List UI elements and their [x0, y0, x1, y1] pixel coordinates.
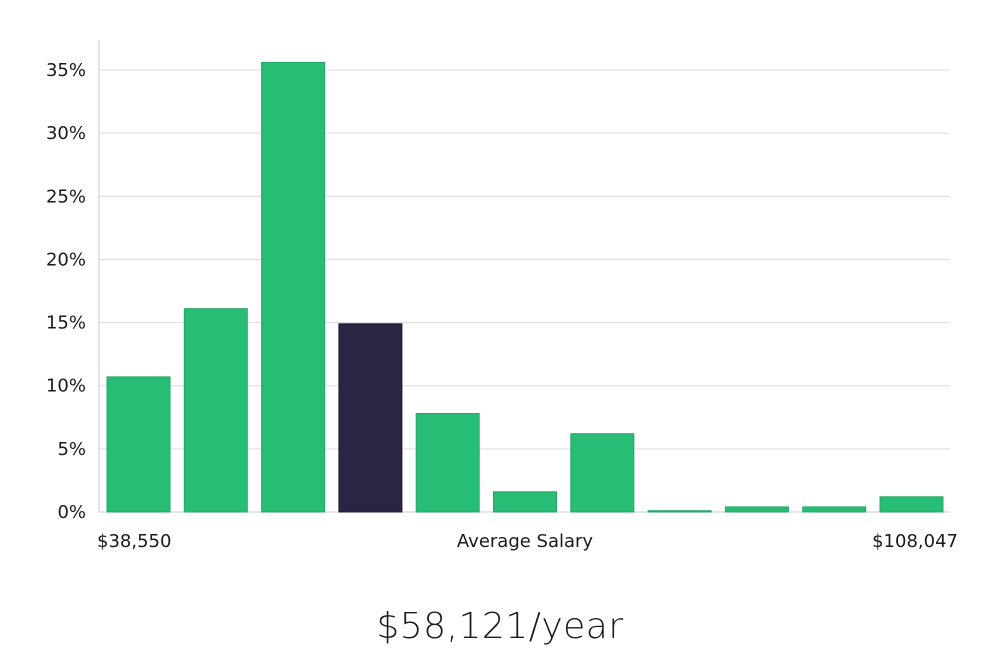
- y-tick-label: 0%: [57, 502, 86, 523]
- y-tick-label: 35%: [46, 60, 86, 81]
- bar: [570, 433, 635, 513]
- y-tick-label: 10%: [46, 376, 86, 397]
- y-axis-ticks: 0% 5% 10% 15% 20% 25% 30% 35%: [46, 60, 86, 523]
- x-max-label: $108,047: [872, 531, 958, 552]
- average-salary-value: $58,121/year: [376, 606, 624, 647]
- bar-highlighted: [338, 323, 403, 513]
- bar: [647, 510, 712, 513]
- bars: [106, 61, 944, 513]
- y-tick-label: 5%: [57, 439, 86, 460]
- bar: [724, 506, 789, 513]
- y-tick-label: 15%: [46, 313, 86, 334]
- x-axis-title: Average Salary: [457, 531, 594, 552]
- bar: [802, 506, 867, 513]
- x-min-label: $38,550: [97, 531, 171, 552]
- bar: [106, 376, 171, 513]
- bar: [261, 61, 326, 513]
- bar: [879, 496, 944, 513]
- y-tick-label: 25%: [46, 186, 86, 207]
- bar: [183, 308, 248, 513]
- bar: [493, 491, 557, 513]
- salary-histogram: 0% 5% 10% 15% 20% 25% 30% 35% $38,550 Average S…: [46, 40, 958, 552]
- y-tick-label: 20%: [46, 249, 86, 270]
- bar: [415, 413, 480, 513]
- y-tick-label: 30%: [46, 123, 86, 144]
